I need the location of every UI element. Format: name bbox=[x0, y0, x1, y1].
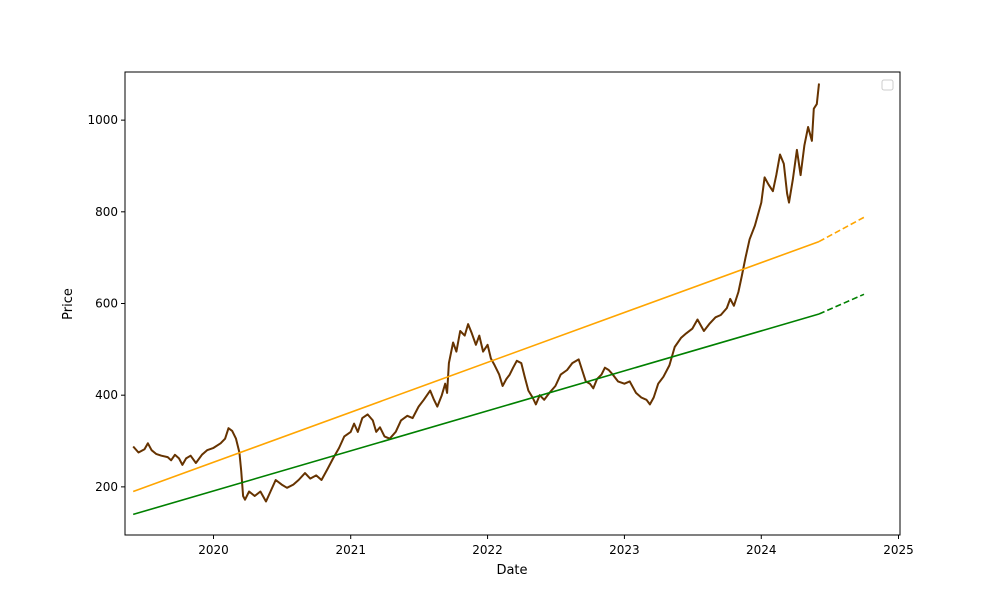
y-tick-label-1000: 1000 bbox=[87, 113, 118, 127]
y-tick-label-600: 600 bbox=[95, 297, 118, 311]
series-line-1 bbox=[132, 83, 820, 503]
x-tick-label-2025: 2025 bbox=[883, 543, 914, 557]
series-layer bbox=[132, 83, 865, 516]
series-line-4 bbox=[132, 313, 820, 516]
x-axis-label: Date bbox=[496, 563, 527, 578]
x-tick-label-2023: 2023 bbox=[609, 543, 640, 557]
y-tick-label-200: 200 bbox=[95, 480, 118, 494]
legend-box bbox=[881, 79, 894, 91]
series-line-5 bbox=[818, 293, 865, 315]
series-line-2 bbox=[132, 240, 820, 493]
x-tick-label-2022: 2022 bbox=[472, 543, 503, 557]
series-line-3 bbox=[818, 216, 865, 243]
y-axis-ticks: 200 400 600 800 1000 bbox=[87, 113, 125, 494]
y-axis-label: Price bbox=[61, 288, 76, 320]
x-axis-ticks: 2020 2021 2022 2023 2024 2025 bbox=[198, 535, 914, 557]
x-tick-label-2021: 2021 bbox=[335, 543, 366, 557]
x-tick-label-2020: 2020 bbox=[198, 543, 229, 557]
y-tick-label-400: 400 bbox=[95, 388, 118, 402]
y-tick-label-800: 800 bbox=[95, 205, 118, 219]
x-tick-label-2024: 2024 bbox=[746, 543, 777, 557]
